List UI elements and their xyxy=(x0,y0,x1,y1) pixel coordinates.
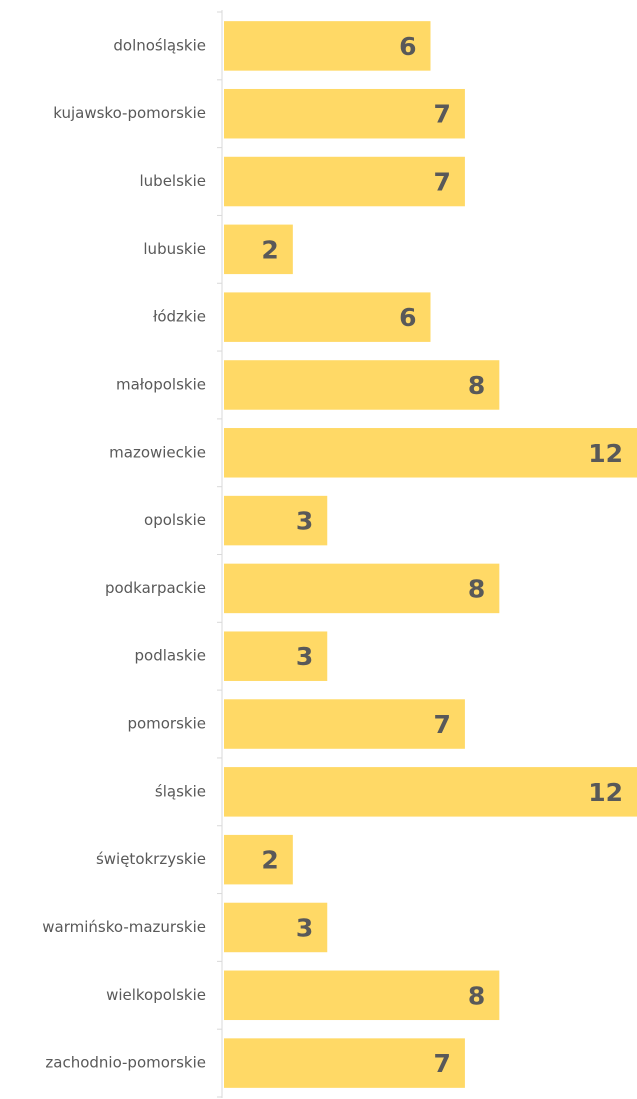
y-tick-label: śląskie xyxy=(155,782,206,800)
y-tick-label: małopolskie xyxy=(116,375,206,393)
bar xyxy=(224,1038,465,1088)
value-label: 3 xyxy=(296,642,313,671)
y-tick-label: mazowieckie xyxy=(109,443,206,461)
y-tick-label: podlaskie xyxy=(135,647,206,665)
y-tick-label: lubuskie xyxy=(143,240,206,258)
y-tick-label: łódzkie xyxy=(153,308,206,326)
value-label: 3 xyxy=(296,507,313,536)
value-label: 8 xyxy=(468,574,485,603)
value-label: 7 xyxy=(434,710,451,739)
y-tick-label: zachodnio-pomorskie xyxy=(45,1054,206,1072)
value-label: 7 xyxy=(434,1049,451,1078)
bar xyxy=(224,292,431,342)
bar xyxy=(224,360,500,410)
y-tick-label: świętokrzyskie xyxy=(96,850,206,868)
y-tick-label: opolskie xyxy=(144,511,206,529)
value-label: 7 xyxy=(434,168,451,197)
bar xyxy=(224,224,293,275)
bar xyxy=(224,970,500,1021)
value-label: 2 xyxy=(261,235,278,264)
value-label: 12 xyxy=(588,439,623,468)
bar xyxy=(224,428,637,478)
y-tick-label: warmińsko-mazurskie xyxy=(42,918,206,936)
bar xyxy=(224,88,465,139)
bar xyxy=(224,699,465,749)
y-tick-label: podkarpackie xyxy=(105,579,206,597)
value-label: 8 xyxy=(468,371,485,400)
value-label: 6 xyxy=(399,303,416,332)
value-label: 8 xyxy=(468,981,485,1010)
y-tick-label: kujawsko-pomorskie xyxy=(53,104,206,122)
bar xyxy=(224,156,465,207)
bar xyxy=(224,767,637,817)
y-tick-label: wielkopolskie xyxy=(106,986,206,1004)
bar xyxy=(224,902,328,953)
bar xyxy=(224,21,431,71)
bar xyxy=(224,495,328,546)
y-tick-label: pomorskie xyxy=(127,715,206,733)
value-label: 7 xyxy=(434,100,451,129)
value-label: 2 xyxy=(261,846,278,875)
bar xyxy=(224,834,293,885)
y-tick-label: dolnośląskie xyxy=(113,36,206,54)
bar xyxy=(224,563,500,614)
value-label: 3 xyxy=(296,913,313,942)
value-label: 6 xyxy=(399,32,416,61)
value-label: 12 xyxy=(588,778,623,807)
bar xyxy=(224,631,328,681)
y-tick-label: lubelskie xyxy=(140,172,207,190)
